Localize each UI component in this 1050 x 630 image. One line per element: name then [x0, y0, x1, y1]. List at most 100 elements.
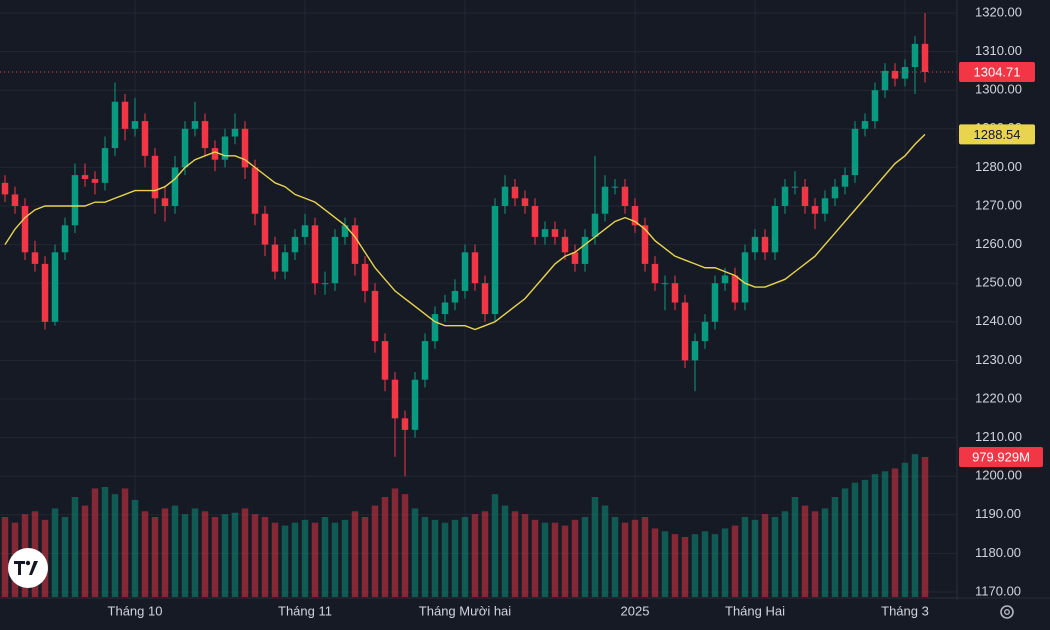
- candle-body: [711, 283, 719, 322]
- y-tick-label: 1280.00: [975, 159, 1022, 174]
- volume-bar: [321, 517, 329, 597]
- candles: [0, 13, 957, 477]
- volume-pane: [1, 454, 929, 597]
- candle-body: [1, 182, 9, 195]
- y-tick-label: 1260.00: [975, 236, 1022, 251]
- volume-bar: [261, 517, 269, 597]
- candle-body: [21, 206, 29, 253]
- settings-icon[interactable]: [1000, 605, 1014, 619]
- candle-body: [771, 206, 779, 253]
- volume-bar: [341, 519, 349, 597]
- y-tick-label: 1170.00: [975, 583, 1021, 598]
- price-axis: 1170.00 1180.00 1190.00 1200.00 1210.00 1220.…: [959, 4, 1043, 598]
- volume-bar: [751, 519, 759, 597]
- volume-bar: [221, 514, 229, 597]
- volume-bar: [741, 517, 749, 597]
- volume-bar: [171, 505, 179, 597]
- candle-body: [281, 252, 289, 272]
- y-tick-label: 1230.00: [975, 352, 1022, 367]
- x-tick-label: Tháng 3: [881, 603, 929, 618]
- candle-body: [91, 178, 99, 183]
- candle-body: [531, 206, 539, 237]
- candle-body: [871, 90, 879, 122]
- candle-body: [881, 70, 889, 91]
- candle-body: [271, 244, 279, 272]
- volume-bar: [291, 522, 299, 597]
- candle-body: [481, 283, 489, 315]
- candle-body: [251, 167, 259, 214]
- candle-body: [751, 236, 759, 253]
- candle-body: [791, 186, 799, 188]
- candle-body: [261, 213, 269, 245]
- candle-body: [591, 213, 599, 237]
- candle-body: [611, 186, 619, 188]
- candle-body: [691, 341, 699, 361]
- volume-bar: [731, 525, 739, 597]
- volume-bar: [211, 517, 219, 597]
- candle-body: [361, 263, 369, 291]
- last-price-label: 1304.71: [974, 64, 1021, 79]
- volume-bar: [511, 511, 519, 597]
- candle-body: [141, 121, 149, 156]
- volume-bar: [241, 508, 249, 597]
- y-tick-label: 1190.00: [975, 506, 1021, 521]
- candle-body: [521, 198, 529, 206]
- candle-body: [461, 252, 469, 291]
- candle-body: [411, 379, 419, 430]
- candle-body: [681, 302, 689, 361]
- volume-bar: [271, 522, 279, 597]
- volume-bar: [911, 454, 919, 597]
- candle-body: [51, 252, 59, 322]
- volume-bar: [491, 494, 499, 597]
- volume-bar: [901, 462, 909, 597]
- candle-body: [511, 186, 519, 199]
- volume-bar: [281, 525, 289, 597]
- y-tick-label: 1200.00: [975, 468, 1022, 483]
- candle-body: [491, 206, 499, 315]
- volume-bar: [351, 511, 359, 597]
- candle-body: [501, 186, 509, 206]
- volume-bar: [861, 479, 869, 597]
- x-tick-label: 2025: [621, 603, 650, 618]
- volume-bar: [531, 519, 539, 597]
- volume-bar: [411, 508, 419, 597]
- volume-bar: [51, 508, 59, 597]
- candle-body: [31, 252, 39, 264]
- volume-bar: [461, 517, 469, 597]
- volume-bar: [571, 519, 579, 597]
- volume-bar: [301, 519, 309, 597]
- volume-bar: [691, 534, 699, 597]
- volume-bar: [921, 457, 929, 597]
- volume-bar: [391, 488, 399, 597]
- candle-body: [651, 263, 659, 284]
- candle-body: [601, 186, 609, 214]
- volume-bar: [251, 514, 259, 597]
- volume-bar: [371, 505, 379, 597]
- candle-body: [561, 236, 569, 253]
- y-tick-label: 1240.00: [975, 313, 1022, 328]
- volume-bar: [201, 511, 209, 597]
- candle-body: [831, 186, 839, 199]
- y-tick-label: 1210.00: [975, 429, 1022, 444]
- volume-bar: [841, 488, 849, 597]
- candle-body: [191, 121, 199, 129]
- volume-bar: [821, 508, 829, 597]
- volume-bar: [331, 522, 339, 597]
- volume-bar: [651, 528, 659, 597]
- y-tick-label: 1320.00: [975, 4, 1022, 19]
- tv-logo: [8, 548, 48, 588]
- volume-bar: [401, 494, 409, 597]
- candle-body: [121, 101, 129, 129]
- volume-bar: [481, 511, 489, 597]
- candle-body: [81, 175, 89, 179]
- volume-bar: [311, 522, 319, 597]
- volume-bar: [681, 537, 689, 597]
- x-tick-label: Tháng Hai: [725, 603, 785, 618]
- y-tick-label: 1300.00: [975, 82, 1022, 97]
- candle-body: [61, 225, 69, 253]
- candle-body: [631, 206, 639, 226]
- candle-body: [821, 198, 829, 214]
- candle-body: [321, 283, 329, 285]
- volume-bar: [91, 488, 99, 597]
- candle-body: [171, 167, 179, 206]
